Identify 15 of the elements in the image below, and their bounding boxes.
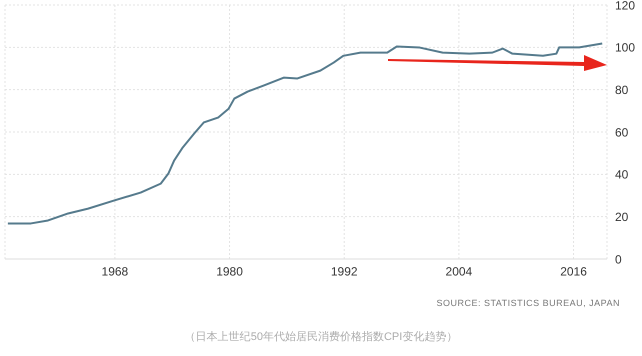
x-tick-label: 1968 <box>102 264 129 279</box>
y-tick-label: 60 <box>615 125 629 140</box>
y-tick-label: 20 <box>615 210 629 224</box>
y-tick-label: 80 <box>615 82 629 97</box>
x-tick-label: 1980 <box>216 264 244 279</box>
x-tick-label: 1992 <box>330 264 358 279</box>
y-tick-label: 0 <box>615 252 622 266</box>
text: （日本上世纪50年代始居民消费价格指数CPI变化趋势） <box>184 330 458 344</box>
x-tick-label: 2016 <box>560 264 588 279</box>
line-series <box>6 42 604 224</box>
y-tick-label: 120 <box>615 0 636 12</box>
source-note: SOURCE: STATISTICS BUREAU, JAPAN <box>436 298 620 308</box>
y-tick-label: 40 <box>615 168 629 182</box>
y-tick-label: 100 <box>615 40 636 55</box>
x-tick-label: 2004 <box>446 264 473 279</box>
